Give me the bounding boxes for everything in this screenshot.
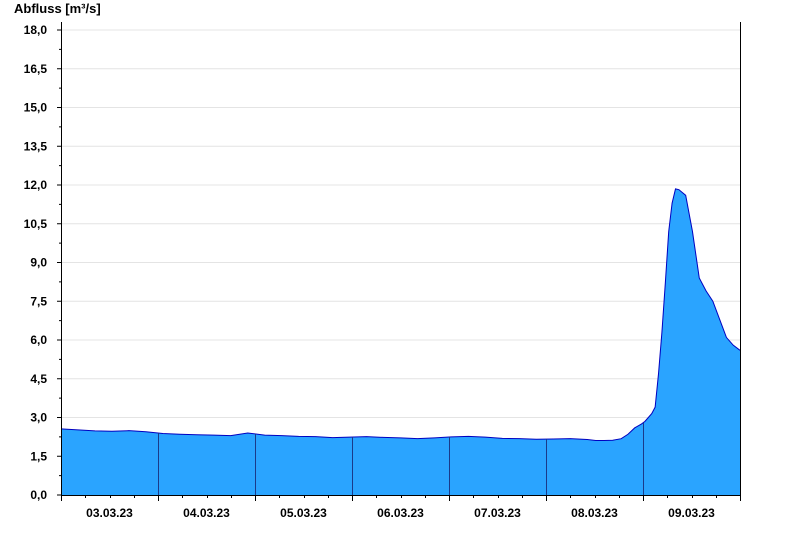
x-axis-ticks: 03.03.23 04.03.23 05.03.23 06.03.23 07.03.23… xyxy=(61,495,741,520)
area-line xyxy=(60,188,741,441)
y-tick-label: 6,0 xyxy=(30,333,47,347)
area-fill xyxy=(61,188,740,495)
y-tick-label: 12,0 xyxy=(24,178,48,192)
y-axis-title: Abfluss [m³/s] xyxy=(14,1,101,16)
y-tick-label: 0,0 xyxy=(30,488,47,502)
y-tick-label: 13,5 xyxy=(24,139,48,153)
y-tick-label: 18,0 xyxy=(24,23,48,37)
x-tick-label: 09.03.23 xyxy=(668,506,715,520)
y-tick-label: 9,0 xyxy=(30,256,47,270)
x-tick-label: 05.03.23 xyxy=(280,506,327,520)
x-tick-label: 08.03.23 xyxy=(571,506,618,520)
y-tick-label: 4,5 xyxy=(30,372,47,386)
y-tick-label: 10,5 xyxy=(24,217,48,231)
y-axis-ticks: 0,0 1,5 3,0 4,5 6,0 7,5 9,0 10,5 12,0 13,5 15,0 16,… xyxy=(24,23,61,502)
x-tick-label: 04.03.23 xyxy=(183,506,230,520)
y-tick-label: 7,5 xyxy=(30,294,47,308)
series-area xyxy=(60,188,741,495)
day-separators xyxy=(158,422,644,495)
x-tick-label: 07.03.23 xyxy=(474,506,521,520)
x-tick-label: 03.03.23 xyxy=(86,506,133,520)
y-tick-label: 1,5 xyxy=(30,449,47,463)
x-tick-label: 06.03.23 xyxy=(377,506,424,520)
y-tick-label: 15,0 xyxy=(24,101,48,115)
grid xyxy=(61,29,740,457)
y-tick-label: 16,5 xyxy=(24,62,48,76)
axes xyxy=(61,22,741,496)
y-tick-label: 3,0 xyxy=(30,411,47,425)
